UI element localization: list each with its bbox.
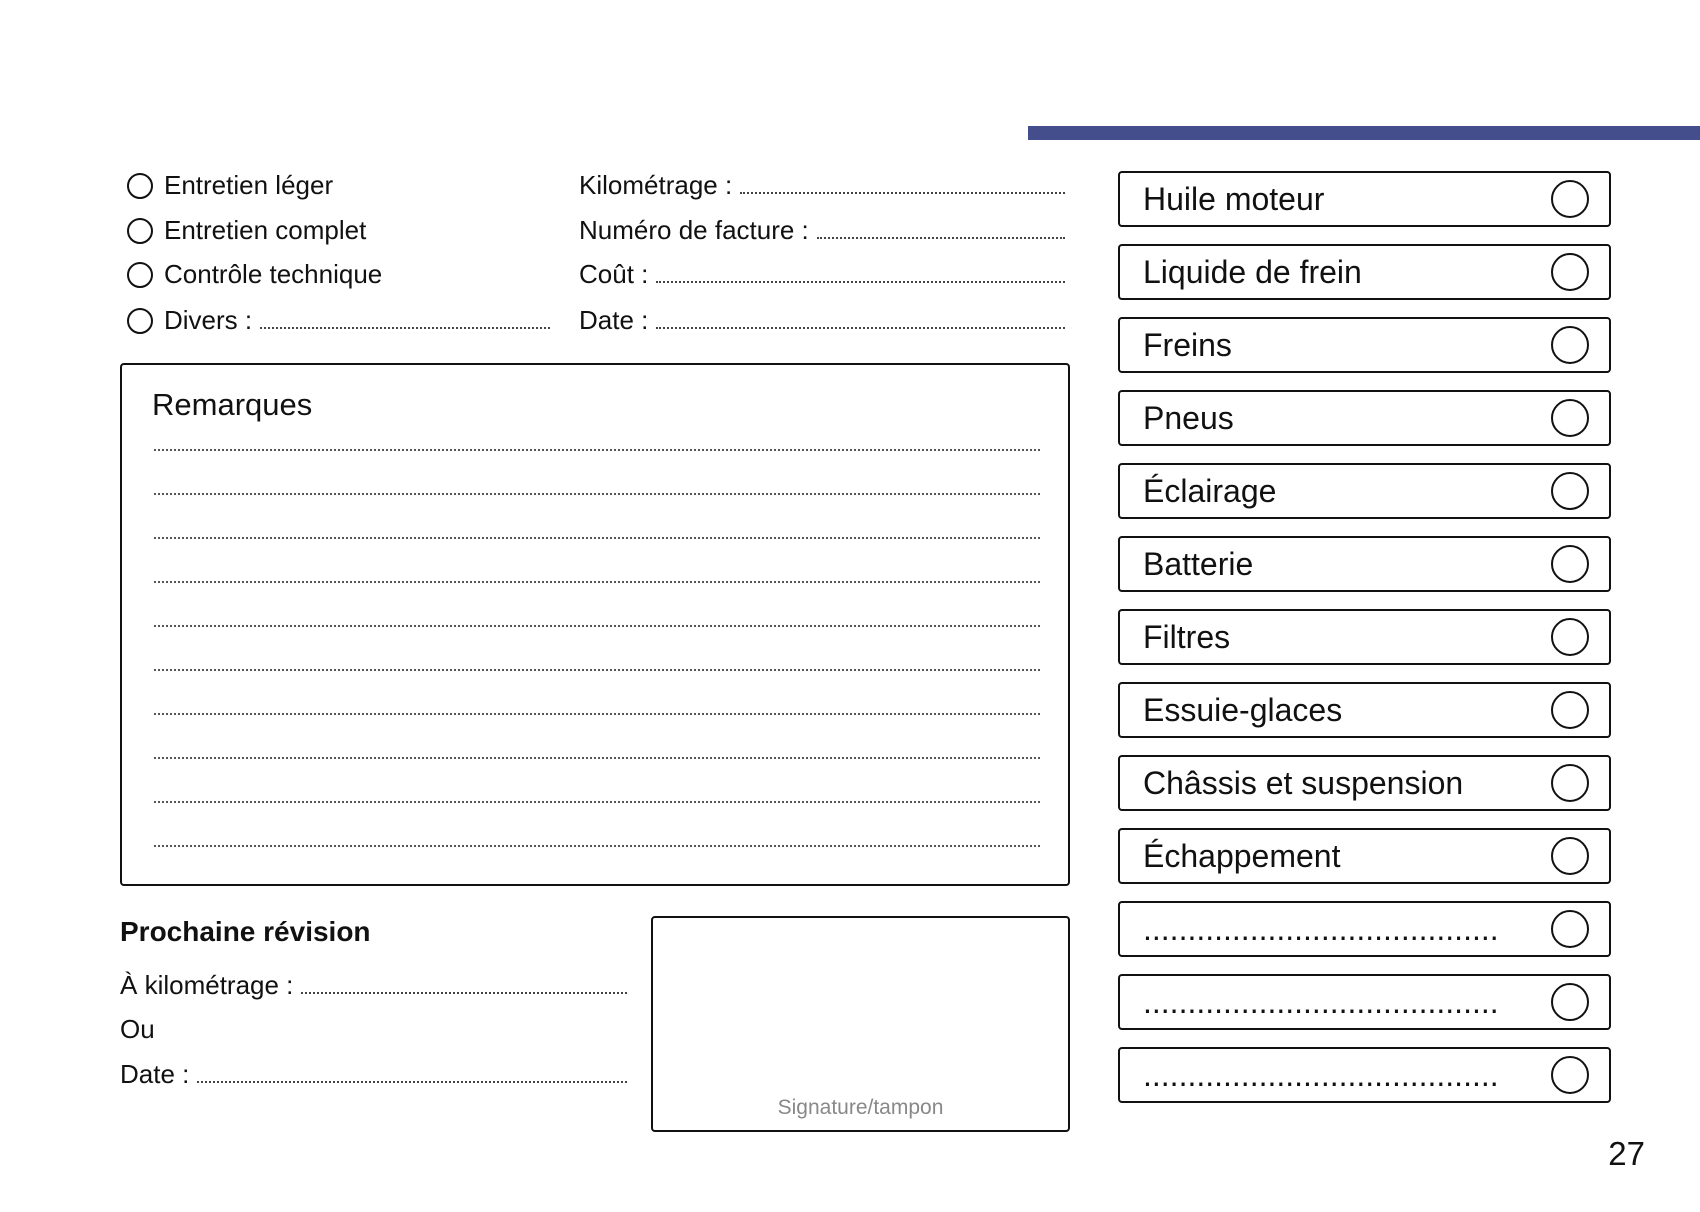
checklist-label: ........................................: [1143, 910, 1499, 947]
checklist-label: ........................................: [1143, 983, 1499, 1020]
checklist-label: Échappement: [1143, 837, 1341, 874]
next-date-field[interactable]: Date :: [120, 1059, 627, 1091]
checklist-label: Filtres: [1143, 618, 1231, 655]
divers-dotted-line[interactable]: [260, 327, 550, 329]
field-dotted-line[interactable]: [816, 237, 1065, 239]
checkbox-circle-icon[interactable]: [1551, 1056, 1589, 1094]
form-field[interactable]: Kilométrage :: [579, 170, 1065, 202]
remarks-dotted-line[interactable]: [154, 757, 1040, 759]
checklist-label: Essuie-glaces: [1143, 691, 1343, 728]
checkbox-circle-icon[interactable]: [1551, 837, 1589, 875]
checklist-item[interactable]: Liquide de frein: [1118, 244, 1611, 300]
header-accent-bar: [1028, 126, 1700, 140]
radio-circle-icon[interactable]: [127, 218, 153, 244]
checklist-label: Liquide de frein: [1143, 253, 1362, 290]
field-dotted-line[interactable]: [740, 192, 1065, 194]
service-type-option[interactable]: Entretien léger: [127, 170, 333, 202]
checklist-item[interactable]: Filtres: [1118, 609, 1611, 665]
checklist-item[interactable]: ........................................: [1118, 901, 1611, 957]
radio-circle-icon[interactable]: [127, 173, 153, 199]
checklist-label: Huile moteur: [1143, 180, 1325, 217]
field-label: Numéro de facture :: [579, 215, 809, 245]
signature-box[interactable]: Signature/tampon: [651, 916, 1070, 1132]
field-label: Date :: [579, 305, 649, 335]
service-type-option[interactable]: Entretien complet: [127, 215, 366, 247]
next-mileage-field[interactable]: À kilométrage :: [120, 970, 627, 1002]
service-type-option[interactable]: Contrôle technique: [127, 259, 382, 291]
remarks-dotted-line[interactable]: [154, 493, 1040, 495]
service-type-label: Divers :: [164, 305, 253, 335]
remarks-dotted-line[interactable]: [154, 845, 1040, 847]
remarks-dotted-line[interactable]: [154, 713, 1040, 715]
checklist-item[interactable]: Freins: [1118, 317, 1611, 373]
page-number: 27: [1608, 1135, 1645, 1172]
checklist-item[interactable]: Huile moteur: [1118, 171, 1611, 227]
radio-circle-icon[interactable]: [127, 308, 153, 334]
field-dotted-line[interactable]: [656, 281, 1065, 283]
remarks-dotted-line[interactable]: [154, 801, 1040, 803]
checkbox-circle-icon[interactable]: [1551, 326, 1589, 364]
field-dotted-line[interactable]: [656, 327, 1065, 329]
service-type-label: Contrôle technique: [164, 259, 383, 289]
checklist-item[interactable]: ........................................: [1118, 974, 1611, 1030]
remarks-dotted-line[interactable]: [154, 625, 1040, 627]
checklist-item[interactable]: ........................................: [1118, 1047, 1611, 1103]
form-field[interactable]: Numéro de facture :: [579, 215, 1065, 247]
checkbox-circle-icon[interactable]: [1551, 180, 1589, 218]
checklist-item[interactable]: Batterie: [1118, 536, 1611, 592]
remarks-dotted-line[interactable]: [154, 581, 1040, 583]
remarks-title: Remarques: [152, 387, 313, 422]
remarks-dotted-line[interactable]: [154, 449, 1040, 451]
checkbox-circle-icon[interactable]: [1551, 399, 1589, 437]
checklist-label: Freins: [1143, 326, 1232, 363]
service-type-label: Entretien complet: [164, 215, 367, 245]
next-mileage-label: À kilométrage :: [120, 970, 294, 1000]
checklist-label: Pneus: [1143, 399, 1234, 436]
checklist-label: Batterie: [1143, 545, 1254, 582]
checkbox-circle-icon[interactable]: [1551, 545, 1589, 583]
checkbox-circle-icon[interactable]: [1551, 764, 1589, 802]
next-service-title: Prochaine révision: [120, 916, 371, 947]
checklist-label: ........................................: [1143, 1056, 1499, 1093]
form-field[interactable]: Date :: [579, 305, 1065, 337]
remarks-box[interactable]: Remarques: [120, 363, 1070, 886]
checklist-label: Éclairage: [1143, 472, 1277, 509]
service-type-option[interactable]: Divers :: [127, 305, 550, 337]
signature-label: Signature/tampon: [777, 1096, 944, 1119]
checkbox-circle-icon[interactable]: [1551, 910, 1589, 948]
checkbox-circle-icon[interactable]: [1551, 253, 1589, 291]
checklist-label: Châssis et suspension: [1143, 764, 1464, 801]
checklist-item[interactable]: Essuie-glaces: [1118, 682, 1611, 738]
checkbox-circle-icon[interactable]: [1551, 472, 1589, 510]
checklist-item[interactable]: Échappement: [1118, 828, 1611, 884]
checkbox-circle-icon[interactable]: [1551, 618, 1589, 656]
radio-circle-icon[interactable]: [127, 262, 153, 288]
checkbox-circle-icon[interactable]: [1551, 691, 1589, 729]
checklist-item[interactable]: Châssis et suspension: [1118, 755, 1611, 811]
or-label: Ou: [120, 1014, 155, 1044]
checklist-item[interactable]: Pneus: [1118, 390, 1611, 446]
remarks-dotted-line[interactable]: [154, 669, 1040, 671]
form-field[interactable]: Coût :: [579, 259, 1065, 291]
field-label: Coût :: [579, 259, 649, 289]
field-label: Kilométrage :: [579, 170, 733, 200]
service-type-label: Entretien léger: [164, 170, 334, 200]
remarks-dotted-line[interactable]: [154, 537, 1040, 539]
checkbox-circle-icon[interactable]: [1551, 983, 1589, 1021]
checklist-item[interactable]: Éclairage: [1118, 463, 1611, 519]
next-date-label: Date :: [120, 1059, 190, 1089]
